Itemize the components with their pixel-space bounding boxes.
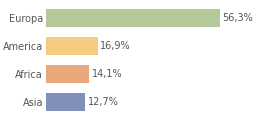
Bar — [46, 37, 98, 55]
Text: 56,3%: 56,3% — [222, 13, 253, 23]
Text: 14,1%: 14,1% — [92, 69, 122, 79]
Text: 16,9%: 16,9% — [101, 41, 131, 51]
Bar — [46, 65, 89, 83]
Bar — [46, 93, 85, 111]
Bar — [46, 9, 220, 27]
Text: 12,7%: 12,7% — [87, 97, 118, 107]
